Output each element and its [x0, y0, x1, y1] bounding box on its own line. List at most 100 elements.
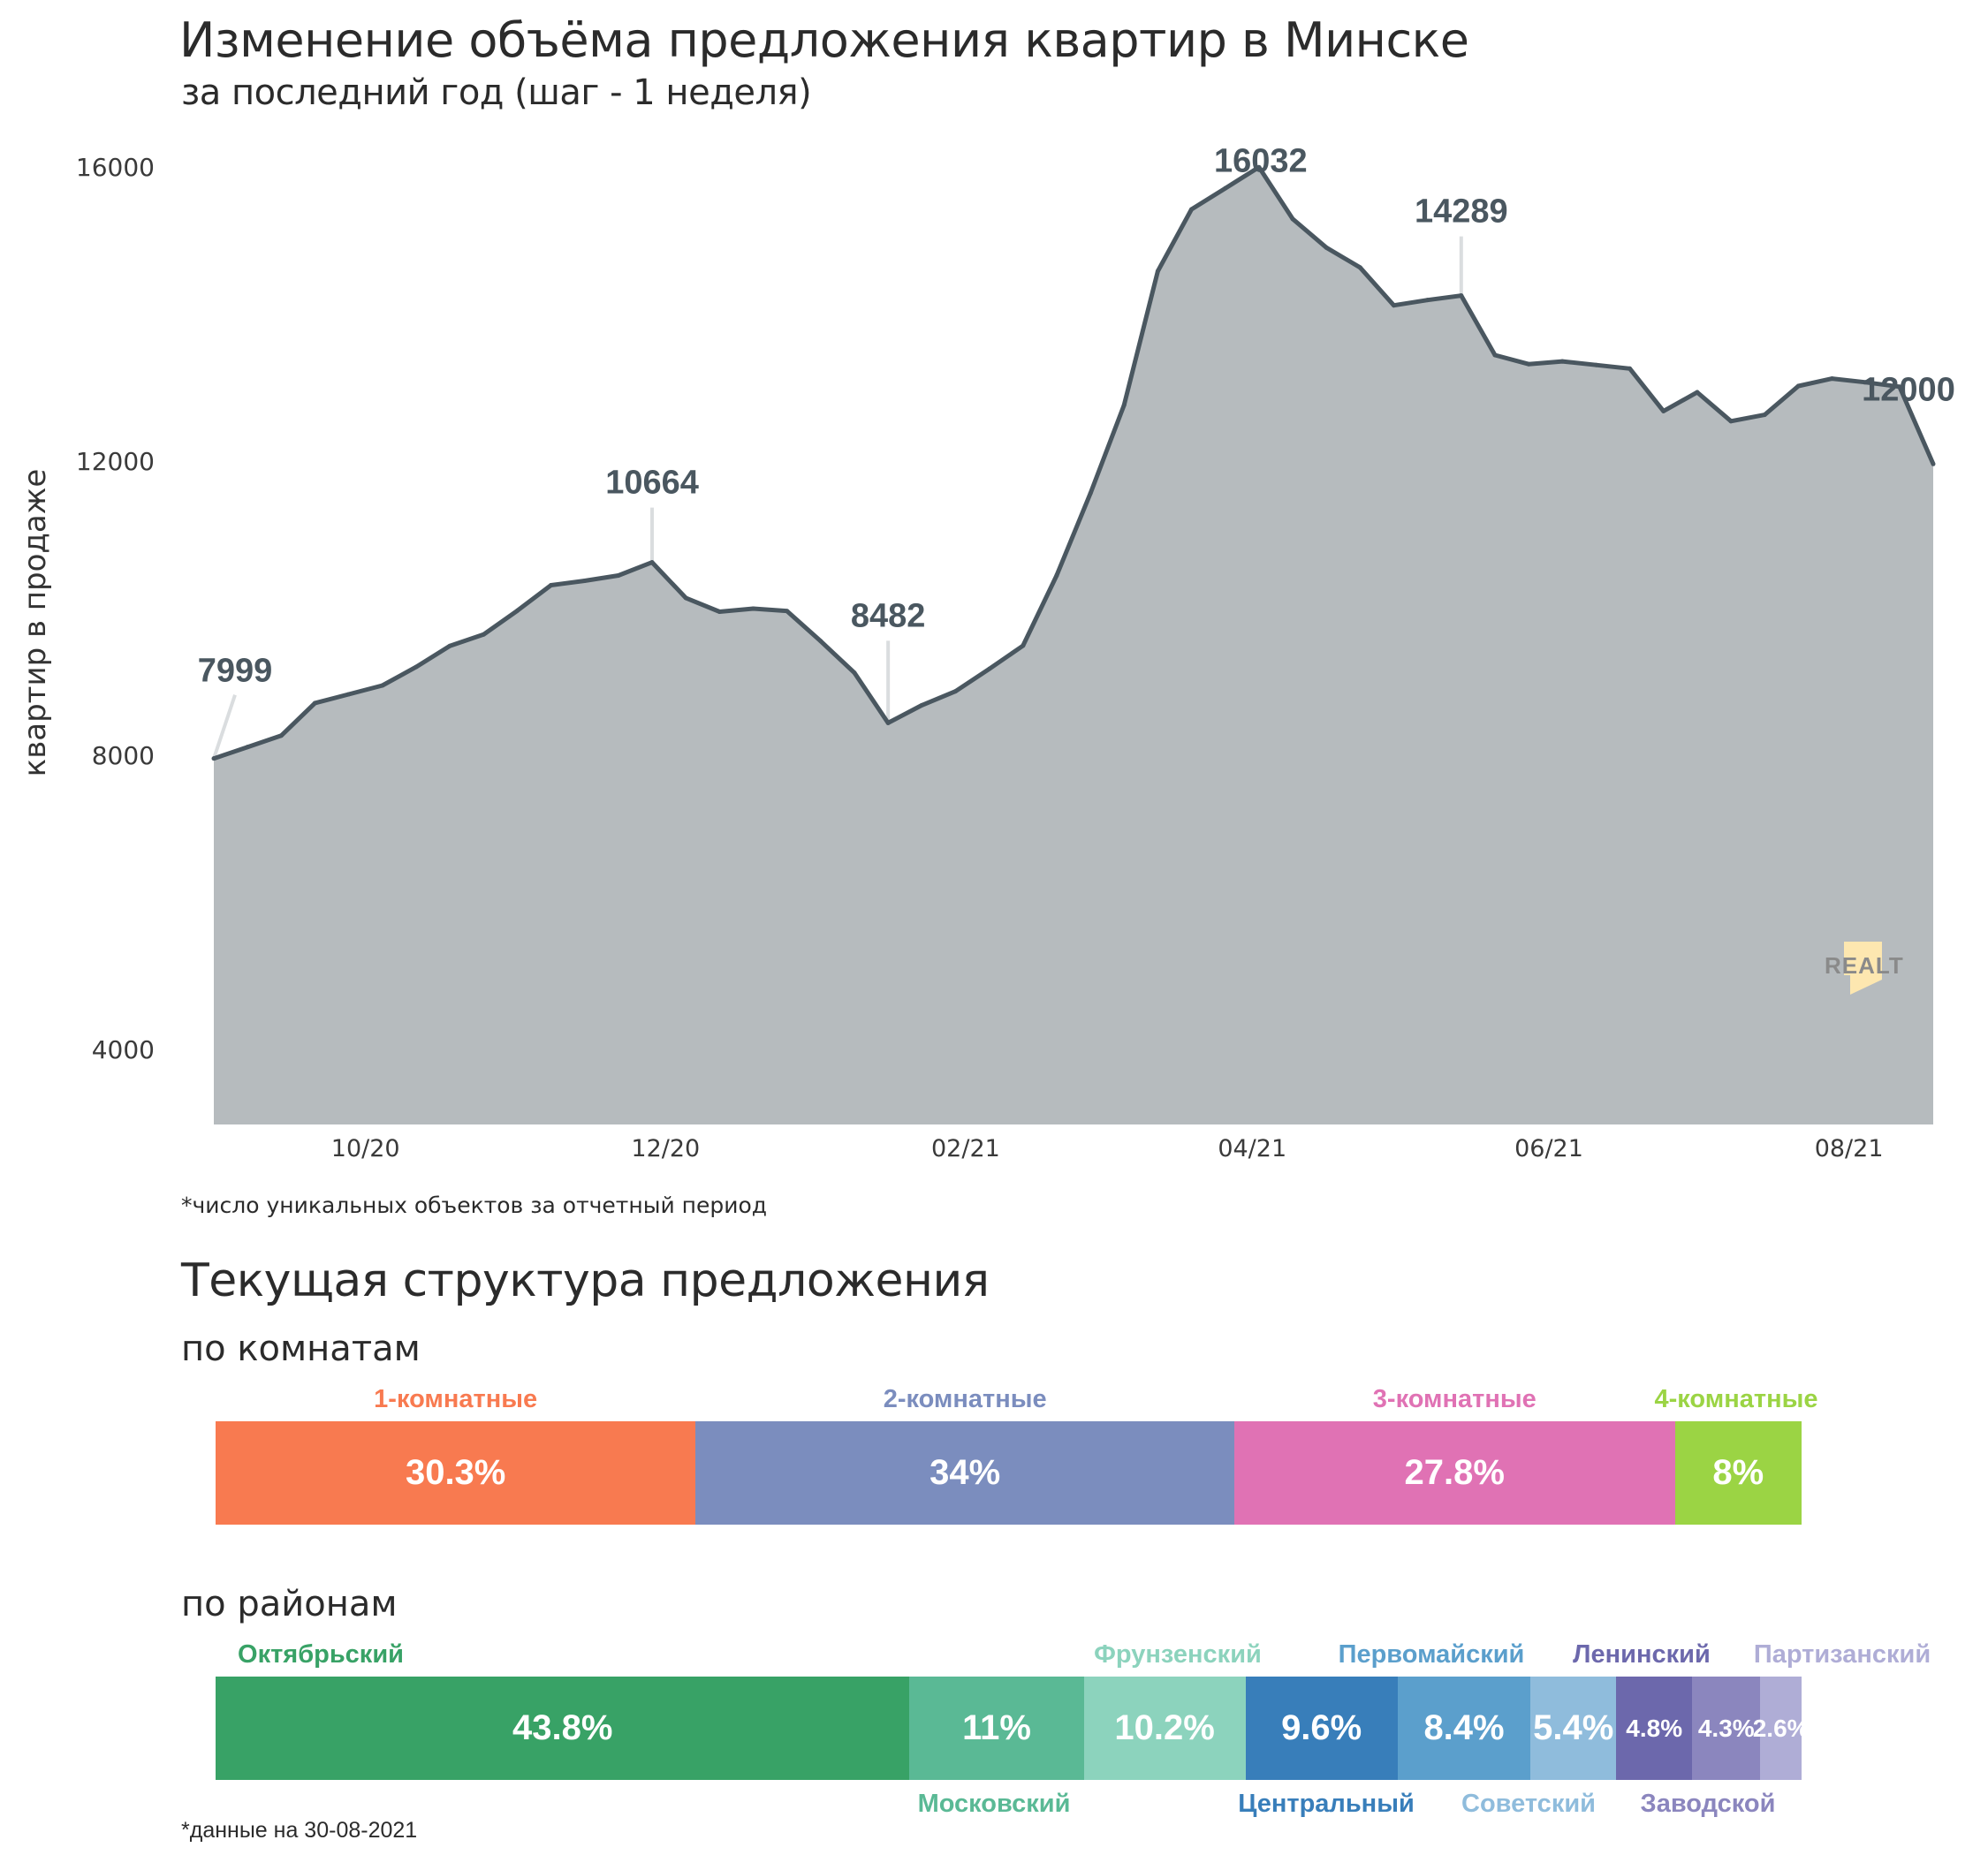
logo-shape	[1844, 942, 1882, 995]
segment-value-label: 10.2%	[1114, 1708, 1215, 1747]
data-point	[1021, 643, 1026, 648]
x-tick-label: 08/21	[1814, 1135, 1884, 1162]
y-tick-label: 12000	[75, 447, 155, 476]
data-point	[1931, 461, 1936, 466]
annotation-label: 12000	[1862, 371, 1955, 408]
data-point	[1425, 298, 1430, 303]
segment-value-label: 11%	[962, 1708, 1031, 1747]
data-point	[1189, 207, 1195, 212]
area-fill	[214, 167, 1933, 1124]
segment-value-label: 2.6%	[1752, 1714, 1810, 1742]
y-tick-label: 4000	[91, 1035, 155, 1064]
category-label: Фрунзенский	[1094, 1640, 1262, 1669]
bar-segment: 30.3%	[216, 1421, 696, 1525]
category-label: Ленинский	[1573, 1640, 1711, 1669]
data-point	[481, 632, 486, 637]
segment-value-label: 9.6%	[1281, 1708, 1362, 1747]
bar-segment: 43.8%	[216, 1677, 910, 1780]
segment-value-label: 4.8%	[1626, 1714, 1683, 1742]
data-point	[987, 666, 992, 671]
x-tick-label: 04/21	[1218, 1135, 1287, 1162]
data-point	[1088, 491, 1093, 496]
category-label: Первомайский	[1338, 1640, 1525, 1669]
segment-value-label: 30.3%	[405, 1453, 506, 1492]
data-point	[582, 579, 588, 584]
bar-segment: 9.6%	[1245, 1677, 1398, 1780]
data-point	[447, 643, 452, 648]
category-label: Советский	[1461, 1790, 1596, 1818]
data-point	[1628, 366, 1633, 371]
structure-title: Текущая структура предложения	[181, 1254, 990, 1307]
data-point	[1492, 352, 1498, 358]
segment-value-label: 8.4%	[1423, 1708, 1505, 1747]
realt-logo: REALT	[1825, 942, 1903, 995]
x-tick-label: 10/20	[330, 1135, 400, 1162]
data-point	[1391, 303, 1396, 308]
bar-segment: 27.8%	[1234, 1421, 1675, 1525]
bar-segment: 8%	[1674, 1421, 1802, 1525]
y-tick-label: 8000	[91, 741, 155, 770]
category-label: Центральный	[1238, 1790, 1415, 1818]
data-point	[616, 573, 621, 579]
data-point	[1795, 383, 1801, 389]
date-note: *данные на 30-08-2021	[181, 1818, 418, 1843]
data-point	[414, 664, 419, 670]
x-tick-label: 12/20	[631, 1135, 701, 1162]
category-label: 4-комнатные	[1654, 1385, 1818, 1413]
data-point	[1357, 265, 1362, 270]
segment-value-label: 4.3%	[1697, 1714, 1755, 1742]
data-point	[245, 745, 250, 750]
x-tick-label: 02/21	[930, 1135, 1000, 1162]
annotation-leader-line	[212, 694, 237, 760]
data-point	[785, 609, 790, 614]
chart-footnote: *число уникальных объектов за отчетный п…	[181, 1192, 768, 1218]
data-point	[1559, 359, 1565, 364]
data-point	[649, 560, 655, 565]
data-point	[751, 606, 756, 611]
data-point	[380, 683, 385, 688]
data-point	[1290, 216, 1295, 222]
data-point	[1728, 419, 1734, 424]
segment-value-label: 27.8%	[1404, 1453, 1505, 1492]
data-point	[1256, 164, 1262, 170]
chart-title: Изменение объёма предложения квартир в М…	[179, 12, 1469, 68]
category-label: Заводской	[1640, 1790, 1776, 1818]
data-point	[1223, 186, 1228, 191]
bar-segment: 4.3%	[1692, 1677, 1761, 1780]
annotation-label: 8482	[851, 597, 926, 634]
chart-subtitle: за последний год (шаг - 1 неделя)	[181, 72, 812, 113]
data-point	[1121, 403, 1127, 408]
data-point	[1155, 269, 1160, 274]
data-point	[1593, 362, 1598, 367]
bar-segment: 11%	[909, 1677, 1084, 1780]
data-point	[1459, 293, 1464, 299]
data-point	[1661, 408, 1666, 413]
data-point	[885, 720, 891, 725]
category-label: 1-комнатные	[374, 1385, 538, 1413]
data-point	[1526, 361, 1531, 367]
districts-subtitle: по районам	[181, 1584, 398, 1624]
data-point	[1897, 384, 1902, 390]
category-label: 3-комнатные	[1372, 1385, 1537, 1413]
data-point	[1762, 413, 1767, 418]
y-tick-label: 16000	[75, 153, 155, 182]
segment-value-label: 34%	[930, 1453, 1001, 1492]
annotation-label: 16032	[1214, 142, 1308, 179]
bar-segment: 34%	[695, 1421, 1235, 1525]
data-point	[1830, 376, 1835, 382]
x-tick-label: 06/21	[1514, 1135, 1583, 1162]
category-label: Октябрьский	[238, 1640, 404, 1669]
data-point	[1324, 245, 1329, 250]
data-point	[1695, 390, 1700, 395]
annotation-label: 10664	[605, 465, 699, 502]
category-label: 2-комнатные	[883, 1385, 1047, 1413]
bar-segment: 2.6%	[1753, 1677, 1810, 1780]
data-point	[852, 670, 857, 676]
bar-segment: 8.4%	[1397, 1677, 1531, 1780]
data-point	[211, 756, 216, 761]
bar-segment: 10.2%	[1083, 1677, 1246, 1780]
data-point	[1054, 572, 1059, 578]
data-point	[1863, 380, 1869, 385]
category-label: Московский	[917, 1790, 1071, 1818]
districts-stacked-bar: 43.8% 11% 10.2% 9.6% 8.4% 5.4% 4.8% 4.3% 2.6%	[216, 1677, 1810, 1780]
